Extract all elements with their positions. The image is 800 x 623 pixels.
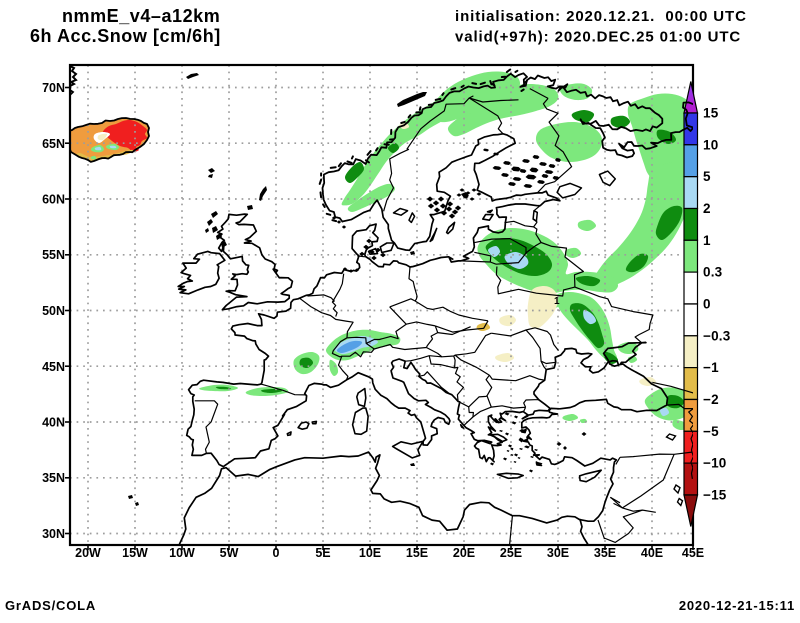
svg-text:1: 1: [554, 296, 560, 307]
svg-text:5E: 5E: [315, 546, 330, 560]
svg-text:5W: 5W: [220, 546, 239, 560]
svg-text:−10: −10: [703, 456, 727, 471]
svg-text:45E: 45E: [682, 546, 704, 560]
svg-text:15W: 15W: [122, 546, 148, 560]
svg-text:2: 2: [703, 201, 711, 216]
svg-text:1: 1: [703, 233, 711, 248]
svg-text:60N: 60N: [42, 193, 65, 207]
svg-text:−1: −1: [703, 360, 719, 375]
svg-text:initialisation: 2020.12.21. 0: initialisation: 2020.12.21. 00:00 UTC: [455, 8, 747, 25]
svg-text:−15: −15: [703, 488, 727, 503]
svg-text:15E: 15E: [406, 546, 428, 560]
svg-text:10E: 10E: [359, 546, 381, 560]
svg-text:6h Acc.Snow [cm/6h]: 6h Acc.Snow [cm/6h]: [30, 26, 221, 46]
svg-text:GrADS/COLA: GrADS/COLA: [5, 598, 96, 613]
svg-text:nmmE_v4–a12km: nmmE_v4–a12km: [62, 6, 220, 26]
svg-text:0: 0: [703, 297, 711, 312]
svg-text:70N: 70N: [42, 81, 65, 95]
svg-text:35E: 35E: [594, 546, 616, 560]
svg-text:10W: 10W: [169, 546, 195, 560]
svg-text:0.3: 0.3: [703, 265, 723, 280]
svg-text:20W: 20W: [75, 546, 101, 560]
svg-text:40N: 40N: [42, 416, 65, 430]
svg-text:50N: 50N: [42, 304, 65, 318]
svg-text:40E: 40E: [641, 546, 663, 560]
svg-text:65N: 65N: [42, 137, 65, 151]
svg-text:0: 0: [273, 546, 280, 560]
svg-text:−5: −5: [703, 424, 719, 439]
svg-text:−2: −2: [703, 392, 719, 407]
svg-text:55N: 55N: [42, 248, 65, 262]
svg-text:2020-12-21-15:11: 2020-12-21-15:11: [679, 598, 795, 613]
svg-text:30N: 30N: [42, 527, 65, 541]
svg-text:5: 5: [703, 169, 711, 184]
svg-text:10: 10: [703, 137, 718, 152]
svg-text:15: 15: [703, 106, 719, 121]
svg-text:−0.3: −0.3: [703, 328, 731, 343]
svg-text:35N: 35N: [42, 471, 65, 485]
svg-text:45N: 45N: [42, 360, 65, 374]
svg-text:valid(+97h): 2020.DEC.25 01:00: valid(+97h): 2020.DEC.25 01:00 UTC: [455, 29, 741, 46]
svg-text:25E: 25E: [500, 546, 522, 560]
svg-text:30E: 30E: [547, 546, 569, 560]
svg-text:20E: 20E: [453, 546, 475, 560]
